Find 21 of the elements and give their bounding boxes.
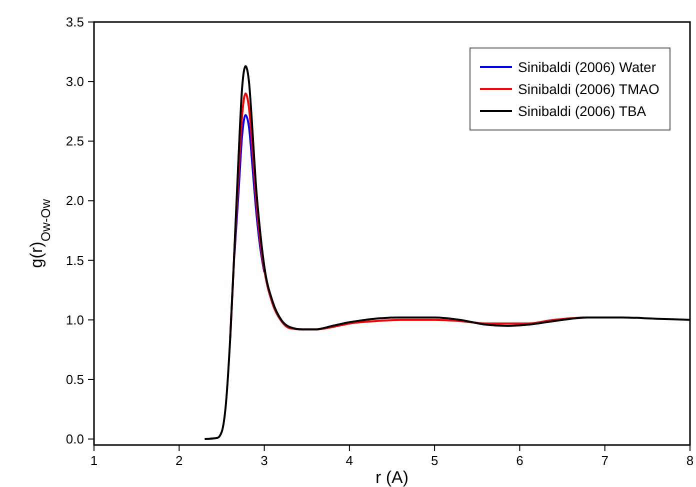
legend-label: Sinibaldi (2006) TMAO bbox=[518, 81, 660, 97]
x-tick-label: 7 bbox=[601, 453, 608, 468]
y-tick-label: 2.5 bbox=[66, 134, 84, 149]
x-tick-label: 2 bbox=[176, 453, 183, 468]
x-tick-label: 4 bbox=[346, 453, 354, 468]
y-tick-label: 1.0 bbox=[66, 312, 84, 328]
x-tick-label: 6 bbox=[516, 453, 524, 468]
line-series bbox=[233, 114, 266, 274]
y-tick-label: 0.5 bbox=[66, 372, 84, 387]
x-tick-label: 1 bbox=[90, 453, 98, 468]
y-tick-label: 0.0 bbox=[66, 432, 84, 447]
x-tick-label: 8 bbox=[686, 453, 694, 468]
legend-label: Sinibaldi (2006) Water bbox=[518, 59, 656, 75]
x-tick-label: 3 bbox=[260, 453, 268, 468]
x-axis-title: r (A) bbox=[375, 468, 409, 487]
y-tick-label: 2.0 bbox=[66, 193, 84, 208]
y-tick-label: 3.0 bbox=[66, 74, 84, 90]
legend-label: Sinibaldi (2006) TBA bbox=[518, 103, 647, 119]
x-tick-label: 5 bbox=[430, 453, 438, 468]
y-tick-label: 3.5 bbox=[66, 14, 84, 30]
y-tick-label: 1.5 bbox=[66, 252, 84, 268]
